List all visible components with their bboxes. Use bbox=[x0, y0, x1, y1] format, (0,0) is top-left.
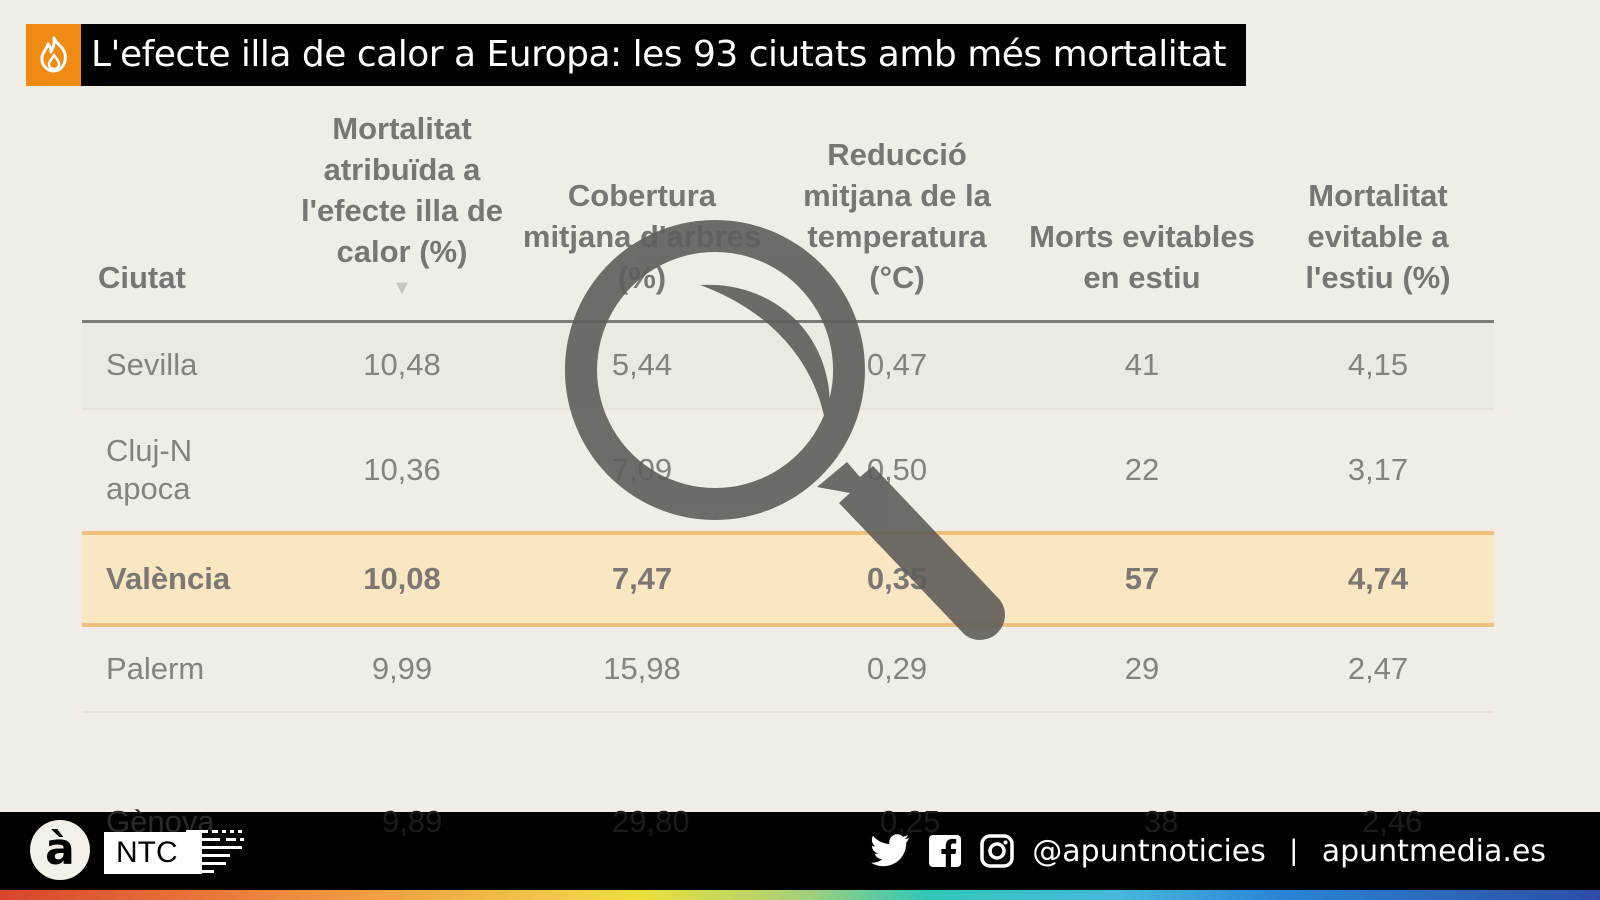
table-row: Sevilla 10,48 5,44 0,47 41 4,15 bbox=[82, 321, 1494, 410]
cell-tree-cover: 5,44 bbox=[512, 321, 772, 410]
cell-temp-reduction: 0,50 bbox=[772, 408, 1022, 534]
cell-mortality: 9,99 bbox=[292, 624, 512, 713]
cell-tree-cover: 29,80 bbox=[612, 804, 690, 839]
social-links: @apuntnoticies | apuntmedia.es bbox=[870, 812, 1546, 890]
cell-mortality: 10,36 bbox=[292, 408, 512, 534]
flame-icon bbox=[26, 24, 81, 86]
city-name: Cluj-Napoca bbox=[106, 433, 193, 506]
table-row: Cluj-Napoca 10,36 7,09 0,50 22 3,17 bbox=[82, 408, 1494, 534]
cell-avoidable-deaths: 57 bbox=[1022, 530, 1262, 627]
cell-city: València bbox=[82, 530, 292, 627]
cell-tree-cover: 7,47 bbox=[512, 530, 772, 627]
column-header-city[interactable]: Ciutat bbox=[82, 100, 292, 323]
column-label: Ciutat bbox=[98, 260, 186, 295]
page-title: L'efecte illa de calor a Europa: les 93 … bbox=[81, 24, 1246, 86]
data-table: Ciutat Mortalitat atribuïda a l'efecte i… bbox=[82, 100, 1494, 713]
column-header-avoidable-pct[interactable]: Mortalitat evitable a l'estiu (%) bbox=[1262, 100, 1494, 323]
column-header-tree-cover[interactable]: Cobertura mitjana d'arbres (%) bbox=[512, 100, 772, 323]
column-header-temp-reduction[interactable]: Reducció mitjana de la temperatura (°C) bbox=[772, 100, 1022, 323]
cell-avoidable-pct: 4,74 bbox=[1262, 530, 1494, 627]
column-label: Reducció mitjana de la temperatura (°C) bbox=[803, 137, 991, 295]
cell-city: Palerm bbox=[82, 624, 292, 713]
table-row-highlighted: València 10,08 7,47 0,35 57 4,74 bbox=[82, 530, 1494, 627]
cell-avoidable-deaths: 29 bbox=[1022, 624, 1262, 713]
cell-mortality: 10,08 bbox=[292, 530, 512, 627]
apunt-logo[interactable]: à bbox=[30, 820, 90, 880]
cell-mortality: 10,48 bbox=[292, 321, 512, 410]
column-header-avoidable-deaths[interactable]: Morts evitables en estiu bbox=[1022, 100, 1262, 323]
rainbow-stripe bbox=[0, 890, 1600, 900]
facebook-icon[interactable] bbox=[928, 834, 962, 868]
column-label: Mortalitat evitable a l'estiu (%) bbox=[1305, 178, 1451, 295]
sort-descending-icon: ▼ bbox=[392, 277, 412, 299]
title-bar: L'efecte illa de calor a Europa: les 93 … bbox=[26, 24, 1246, 86]
cell-tree-cover: 15,98 bbox=[512, 624, 772, 713]
social-handle[interactable]: @apuntnoticies bbox=[1032, 833, 1266, 869]
column-label: Mortalitat atribuïda a l'efecte illa de … bbox=[300, 111, 504, 269]
cell-temp-reduction: 0,47 bbox=[772, 321, 1022, 410]
ntc-lines-icon bbox=[180, 830, 244, 873]
footer: Gènova 9,89 29,80 0,25 38 2,46 à NTC bbox=[0, 804, 1600, 890]
table-row: Palerm 9,99 15,98 0,29 29 2,47 bbox=[82, 624, 1494, 713]
column-label: Morts evitables en estiu bbox=[1029, 219, 1255, 295]
cell-city: Cluj-Napoca bbox=[82, 408, 292, 534]
cell-temp-reduction: 0,29 bbox=[772, 624, 1022, 713]
table-header-row: Ciutat Mortalitat atribuïda a l'efecte i… bbox=[82, 100, 1494, 323]
cell-avoidable-deaths: 41 bbox=[1022, 321, 1262, 410]
cell-city: Sevilla bbox=[82, 321, 292, 410]
cell-avoidable-pct: 4,15 bbox=[1262, 321, 1494, 410]
cell-tree-cover: 7,09 bbox=[512, 408, 772, 534]
cell-mortality: 9,89 bbox=[382, 804, 443, 839]
twitter-icon[interactable] bbox=[870, 834, 910, 868]
column-header-mortality[interactable]: Mortalitat atribuïda a l'efecte illa de … bbox=[292, 100, 512, 323]
website-link[interactable]: apuntmedia.es bbox=[1321, 833, 1546, 869]
column-label: Cobertura mitjana d'arbres (%) bbox=[522, 178, 762, 295]
cell-avoidable-pct: 3,17 bbox=[1262, 408, 1494, 534]
cell-avoidable-pct: 2,47 bbox=[1262, 624, 1494, 713]
instagram-icon[interactable] bbox=[980, 834, 1015, 868]
cell-temp-reduction: 0,35 bbox=[772, 530, 1022, 627]
separator: | bbox=[1289, 834, 1298, 867]
cell-avoidable-deaths: 22 bbox=[1022, 408, 1262, 534]
